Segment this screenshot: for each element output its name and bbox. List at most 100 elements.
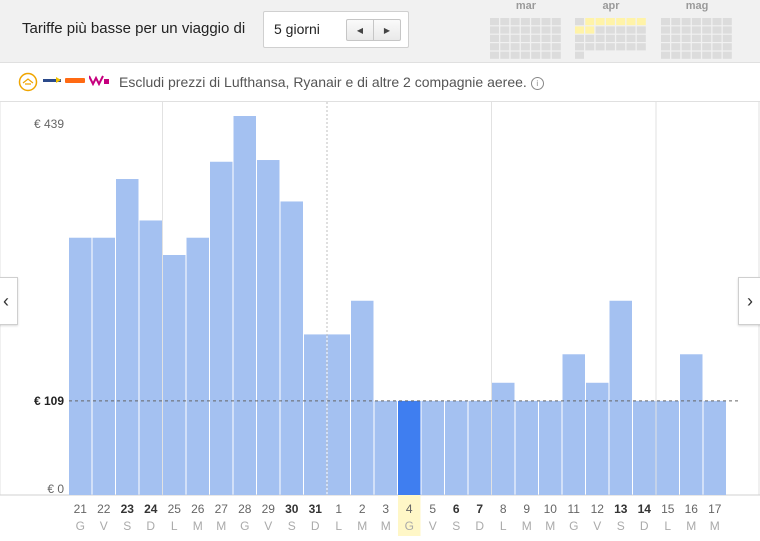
bar-21[interactable] xyxy=(69,237,92,495)
mini-calendar-cell xyxy=(605,18,615,26)
mini-calendar-cell xyxy=(541,18,551,26)
x-tick-day-label: 2 xyxy=(359,502,366,516)
mini-calendar-cell xyxy=(636,26,646,34)
exclude-airlines-text: Escludi prezzi di Lufthansa, Ryanair e d… xyxy=(119,74,527,90)
bar-25[interactable] xyxy=(163,254,186,495)
duration-stepper[interactable]: ◀ ▶ xyxy=(346,19,401,41)
mini-calendar-cell xyxy=(691,51,701,59)
x-tick-weekday-label: S xyxy=(288,519,296,533)
mini-calendar-cell xyxy=(712,26,722,34)
month-label-mar: mar xyxy=(515,0,537,12)
mini-calendar-cell xyxy=(595,26,605,34)
mini-calendar-cell xyxy=(490,18,499,26)
bar-28[interactable] xyxy=(233,116,257,495)
selected-day-highlight xyxy=(398,495,421,536)
x-tick-day-label: 26 xyxy=(191,502,205,516)
bar-31[interactable] xyxy=(304,334,327,495)
bar-11[interactable] xyxy=(562,354,586,495)
bar-24[interactable] xyxy=(139,220,163,496)
mini-calendar-cell xyxy=(691,26,701,34)
mini-calendar-mag[interactable]: mag xyxy=(661,0,733,60)
bar-8[interactable] xyxy=(492,382,515,495)
prev-dates-button[interactable]: ‹ xyxy=(0,277,18,325)
mini-calendar-cell xyxy=(661,34,670,42)
exclude-airlines-link[interactable]: Escludi prezzi di Lufthansa, Ryanair e d… xyxy=(119,74,544,90)
mini-calendar-cell xyxy=(691,34,701,42)
mini-calendar-cell xyxy=(551,34,561,42)
x-tick-day-label: 6 xyxy=(453,502,460,516)
bar-10[interactable] xyxy=(539,400,562,495)
bar-9[interactable] xyxy=(515,400,539,495)
x-tick-weekday-label: V xyxy=(264,519,272,533)
mini-calendar-cell xyxy=(661,26,670,34)
mini-calendar-cell xyxy=(722,34,732,42)
bar-16[interactable] xyxy=(680,354,703,495)
bar-14[interactable] xyxy=(633,400,656,495)
x-tick-weekday-label: S xyxy=(452,519,460,533)
price-chart-area: € 439 € 109 € 0 21 G 22 V 23 S 24 D 25 L 26 M 27 M 28 G 29… xyxy=(0,102,760,536)
mini-calendar-cell xyxy=(702,26,712,34)
x-tick-day-label: 10 xyxy=(544,502,558,516)
mini-calendar-cell xyxy=(722,26,732,34)
wizzair-logo xyxy=(89,75,109,86)
bar-29[interactable] xyxy=(257,160,280,496)
bar-13[interactable] xyxy=(609,300,633,495)
x-tick-day-label: 29 xyxy=(262,502,276,516)
duration-value: 5 giorni xyxy=(274,21,320,37)
decrease-duration-button[interactable]: ◀ xyxy=(356,25,364,35)
bar-22[interactable] xyxy=(92,237,116,495)
mini-calendar-cell xyxy=(500,51,510,59)
x-tick-day-label: 8 xyxy=(500,502,507,516)
bar-1[interactable] xyxy=(327,334,351,495)
mini-calendar-cell xyxy=(510,18,520,26)
x-tick-weekday-label: G xyxy=(405,519,414,533)
month-label-apr: apr xyxy=(602,0,620,12)
x-tick-day-label: 23 xyxy=(121,502,135,516)
mini-calendar-cell xyxy=(520,26,530,34)
lufthansa-logo xyxy=(18,72,38,92)
mini-calendar-cell xyxy=(500,18,510,26)
next-dates-button[interactable]: › xyxy=(738,277,760,325)
y-tick-label: € 109 xyxy=(34,394,64,408)
bar-26[interactable] xyxy=(186,237,210,495)
mini-calendar-cell xyxy=(531,34,541,42)
mini-calendar-cell xyxy=(490,34,499,42)
duration-selector[interactable]: 5 giorni ◀ ▶ xyxy=(263,11,409,48)
bar-2[interactable] xyxy=(351,300,374,495)
mini-calendar-cell xyxy=(520,18,530,26)
mini-calendar-cell xyxy=(712,34,722,42)
mini-calendar-cell xyxy=(712,43,722,51)
x-tick-weekday-label: L xyxy=(171,519,178,533)
mini-calendar-apr[interactable]: apr xyxy=(575,0,647,60)
mini-calendar-cell xyxy=(500,34,510,42)
bar-3[interactable] xyxy=(374,400,398,495)
mini-calendar-cell xyxy=(585,34,595,42)
mini-calendar-cell xyxy=(702,34,712,42)
mini-calendar-cell xyxy=(541,26,551,34)
bar-15[interactable] xyxy=(656,400,680,495)
bar-12[interactable] xyxy=(586,382,609,495)
info-icon[interactable]: i xyxy=(530,77,544,90)
mini-calendar-cell xyxy=(605,43,615,51)
mini-calendar-cell xyxy=(671,43,681,51)
bar-27[interactable] xyxy=(210,161,233,495)
mini-calendar-cell xyxy=(531,18,541,26)
mini-calendar-cell xyxy=(691,18,701,26)
bar-5[interactable] xyxy=(421,400,445,495)
mini-calendar-cell xyxy=(575,34,584,42)
mini-calendar-mar[interactable]: mar xyxy=(490,0,562,60)
mini-calendar-cell xyxy=(616,34,626,42)
bar-7[interactable] xyxy=(468,400,492,495)
increase-duration-button[interactable]: ▶ xyxy=(373,20,400,40)
bar-23[interactable] xyxy=(116,179,139,496)
mini-calendar-cell xyxy=(712,18,722,26)
bar-selected-4[interactable] xyxy=(398,400,421,495)
bar-30[interactable] xyxy=(280,201,304,495)
airline-filter-bar[interactable]: Escludi prezzi di Lufthansa, Ryanair e d… xyxy=(0,63,760,102)
mini-calendar-cell xyxy=(661,51,670,59)
mini-calendar-cell xyxy=(490,43,499,51)
chevron-right-icon: › xyxy=(747,290,753,311)
mini-calendar-cell xyxy=(702,51,712,59)
bar-6[interactable] xyxy=(445,400,468,495)
bar-17[interactable] xyxy=(703,400,727,495)
